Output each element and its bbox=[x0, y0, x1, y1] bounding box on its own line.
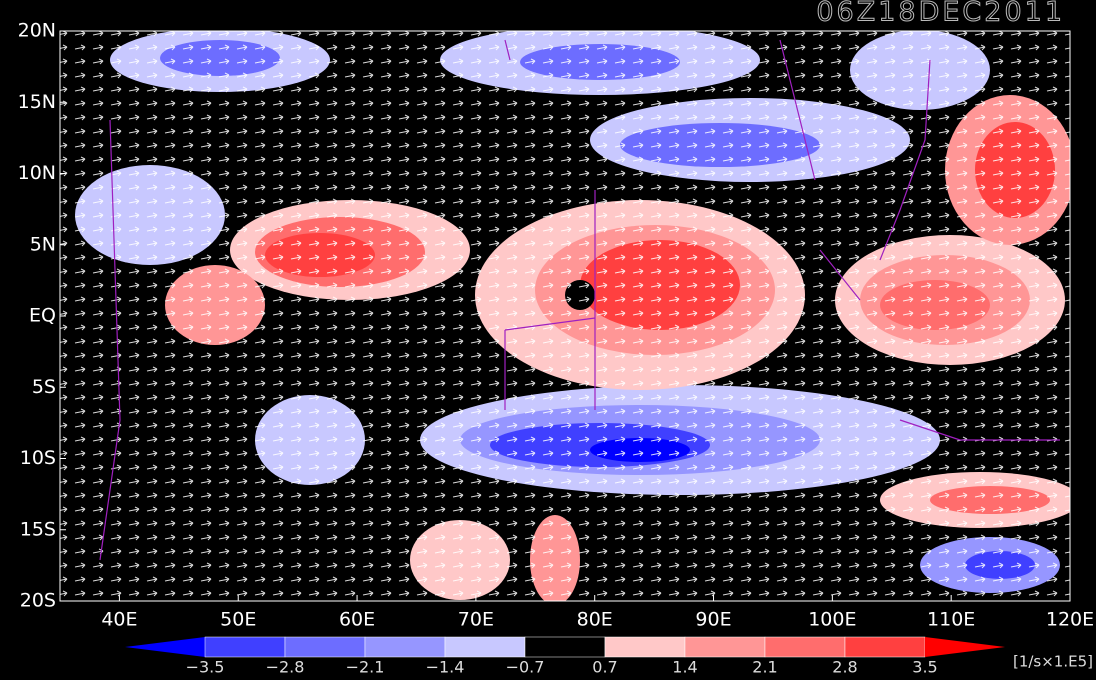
colorbar-unit: [1/s×1.E5] bbox=[1013, 653, 1093, 671]
x-tick-label: 90E bbox=[695, 609, 731, 631]
colorbar-label: 0.7 bbox=[592, 658, 617, 677]
y-tick-label: 20S bbox=[20, 590, 56, 612]
colorbar-segment bbox=[364, 636, 446, 658]
colorbar-segment bbox=[444, 636, 526, 658]
y-tick-label: 10N bbox=[18, 162, 56, 184]
colorbar-segment bbox=[604, 636, 686, 658]
x-tick-label: 60E bbox=[339, 609, 375, 631]
y-tick-label: EQ bbox=[29, 305, 56, 327]
colorbar-label: 2.1 bbox=[752, 658, 777, 677]
y-tick-label: 10S bbox=[20, 447, 56, 469]
colorbar-label: −1.4 bbox=[426, 658, 465, 677]
colorbar-label: 3.5 bbox=[912, 658, 937, 677]
colorbar-segment bbox=[844, 636, 926, 658]
y-tick-label: 20N bbox=[18, 20, 56, 42]
y-tick-label: 5N bbox=[30, 233, 56, 255]
colorbar-segment bbox=[684, 636, 766, 658]
colorbar-segment bbox=[204, 636, 286, 658]
contour-field bbox=[60, 31, 1070, 601]
colorbar-label: 1.4 bbox=[672, 658, 697, 677]
colorbar-label: 2.8 bbox=[832, 658, 857, 677]
colorbar-segment bbox=[764, 636, 846, 658]
colorbar-segment bbox=[284, 636, 366, 658]
colorbar-segment bbox=[524, 636, 606, 658]
colorbar-label: −0.7 bbox=[506, 658, 545, 677]
x-tick-label: 110E bbox=[927, 609, 975, 631]
colorbar-label: −2.8 bbox=[266, 658, 305, 677]
x-tick-label: 50E bbox=[220, 609, 256, 631]
y-tick-label: 15S bbox=[20, 518, 56, 540]
x-tick-label: 120E bbox=[1046, 609, 1094, 631]
colorbar-label: −2.1 bbox=[346, 658, 385, 677]
colorbar-arrow bbox=[125, 637, 205, 657]
colorbar-label: −3.5 bbox=[186, 658, 225, 677]
x-tick-label: 70E bbox=[458, 609, 494, 631]
y-tick-label: 5S bbox=[32, 376, 56, 398]
x-tick-label: 100E bbox=[808, 609, 856, 631]
y-tick-label: 15N bbox=[18, 91, 56, 113]
x-tick-label: 40E bbox=[101, 609, 137, 631]
map-title: 06Z18DEC2011 bbox=[816, 0, 1065, 28]
x-tick-label: 80E bbox=[577, 609, 613, 631]
colorbar-arrow bbox=[925, 637, 1005, 657]
